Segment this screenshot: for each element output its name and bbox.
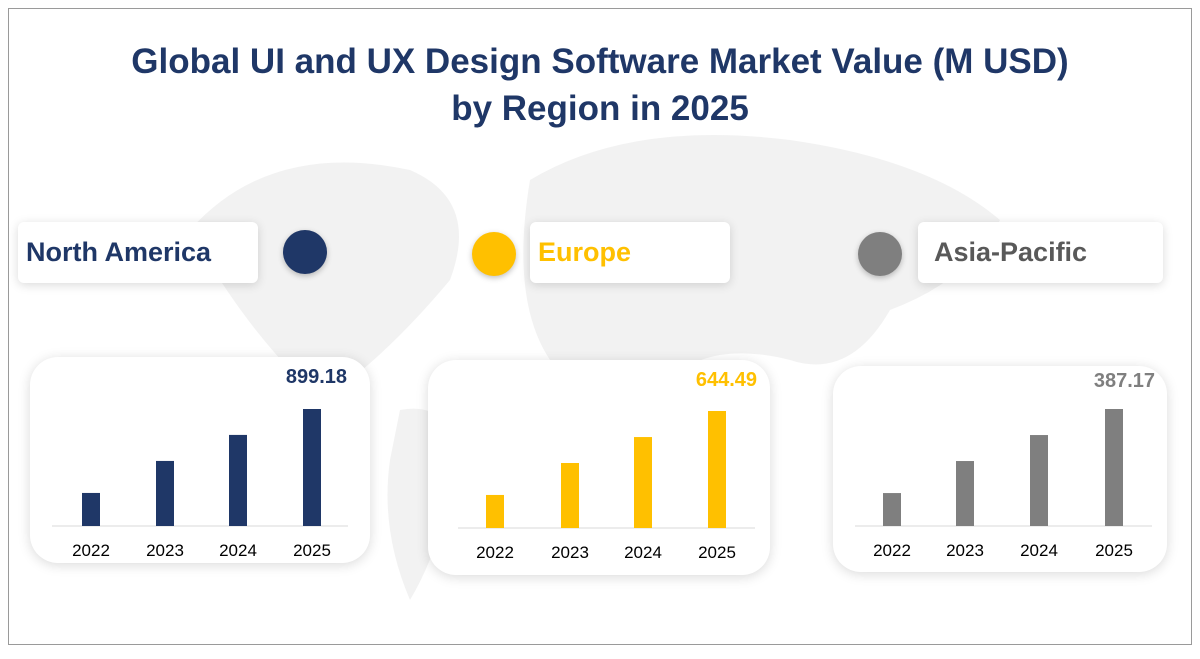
europe-tick-label: 2023: [551, 543, 589, 562]
europe-bar-2024: [634, 437, 652, 528]
asia-pacific-bar-2025: [1105, 409, 1123, 526]
europe-tick-label: 2022: [476, 543, 514, 562]
north-america-tick-label: 2023: [146, 541, 184, 560]
legend-label-asia-pacific: Asia-Pacific: [918, 222, 1163, 283]
north-america-tick-label: 2025: [293, 541, 331, 560]
legend-dot-europe: [472, 232, 516, 276]
north-america-bar-2024: [229, 434, 247, 526]
chart-card-north-america: 2022 2023 2024 2025 899.18: [30, 357, 370, 563]
asia-pacific-bar-2023: [956, 461, 974, 526]
legend-dot-north-america: [283, 230, 327, 274]
legend-dot-asia-pacific: [858, 232, 902, 276]
asia-pacific-bar-2022: [883, 493, 901, 526]
asia-pacific-bar-2024: [1030, 435, 1048, 526]
asia-pacific-tick-label: 2024: [1020, 541, 1058, 560]
europe-bar-2022: [486, 494, 504, 528]
title-line-1: Global UI and UX Design Software Market …: [131, 42, 1069, 81]
title-line-2: by Region in 2025: [451, 89, 749, 128]
asia-pacific-tick-label: 2025: [1095, 541, 1133, 560]
europe-tick-label: 2024: [624, 543, 662, 562]
north-america-tick-label: 2022: [72, 541, 110, 560]
image-frame: [8, 8, 1192, 645]
chart-card-europe: 2022 2023 2024 2025 644.49: [428, 360, 770, 575]
north-america-tick-label: 2024: [219, 541, 257, 560]
europe-bar-2023: [561, 463, 579, 528]
asia-pacific-tick-label: 2023: [946, 541, 984, 560]
north-america-bar-2022: [82, 492, 100, 526]
europe-tick-label: 2025: [698, 543, 736, 562]
legend-label-europe: Europe: [530, 222, 730, 283]
europe-bar-2025: [708, 411, 726, 528]
north-america-bar-2025: [303, 409, 321, 526]
europe-data-label: 644.49: [696, 369, 757, 391]
north-america-data-label: 899.18: [286, 366, 347, 388]
asia-pacific-data-label: 387.17: [1094, 370, 1155, 392]
north-america-bar-2023: [156, 460, 174, 526]
legend-label-north-america: North America: [18, 222, 258, 283]
chart-card-asia-pacific: 2022 2023 2024 2025 387.17: [833, 366, 1167, 572]
asia-pacific-tick-label: 2022: [873, 541, 911, 560]
chart-title: Global UI and UX Design Software Market …: [0, 38, 1200, 132]
